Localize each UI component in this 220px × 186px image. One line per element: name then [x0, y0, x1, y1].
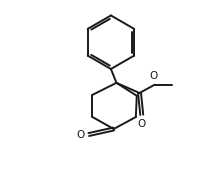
Text: O: O — [150, 71, 158, 81]
Text: O: O — [77, 130, 85, 140]
Text: O: O — [138, 119, 146, 129]
